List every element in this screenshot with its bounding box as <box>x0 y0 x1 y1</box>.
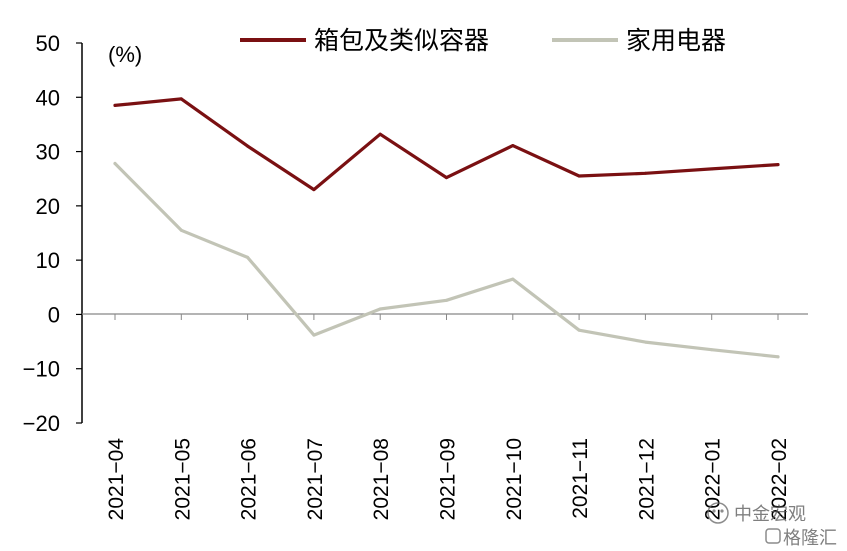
series-1-point <box>776 355 780 359</box>
legend-item-0: 箱包及类似容器 <box>240 26 489 55</box>
series-1-point <box>179 228 183 232</box>
series-1-point <box>246 255 250 259</box>
series-line-1 <box>113 161 780 359</box>
wechat-logo-icon <box>707 502 729 524</box>
series-0-point <box>445 176 448 180</box>
y-axis-ticks: 50 40 30 20 10 0 −10 −20 <box>23 31 82 436</box>
y-tick-label: 30 <box>36 140 60 165</box>
legend-label-0: 箱包及类似容器 <box>314 26 489 55</box>
legend: 箱包及类似容器 家用电器 <box>240 26 726 55</box>
y-tick-label: 40 <box>36 85 60 110</box>
x-tick-label: 2021−04 <box>105 438 128 521</box>
series-1-point <box>643 340 647 344</box>
series-1-point <box>378 307 382 311</box>
x-tick-label: 2021−10 <box>503 438 526 520</box>
y-tick-label: −20 <box>23 411 60 436</box>
series-1-point <box>577 328 581 332</box>
unit-label: (%) <box>108 42 142 67</box>
series-layer <box>113 97 780 359</box>
x-tick-label: 2021−05 <box>171 438 194 520</box>
x-tick-label: 2022−02 <box>768 438 791 520</box>
x-tick-label: 2021−09 <box>437 438 460 520</box>
x-tick-label: 2021−08 <box>370 438 393 520</box>
legend-item-1: 家用电器 <box>552 26 726 55</box>
y-tick-label: 0 <box>48 302 60 327</box>
x-tick-label: 2021−06 <box>238 438 261 520</box>
series-0-point <box>179 97 183 101</box>
x-tick-label: 2021−07 <box>304 438 327 520</box>
series-0-point <box>643 171 647 175</box>
series-0-point <box>577 174 581 178</box>
x-tick-label: 2021−12 <box>635 438 658 520</box>
series-0-point <box>113 103 117 107</box>
series-0-point <box>246 144 250 148</box>
series-0-point <box>312 188 316 192</box>
watermark: 中金宏观 格隆汇 <box>707 502 837 549</box>
y-tick-label: −10 <box>23 357 60 382</box>
x-tick-label: 2021−11 <box>569 438 592 519</box>
series-0-point <box>511 144 515 148</box>
series-line-0 <box>113 97 780 192</box>
series-1-point <box>445 298 448 302</box>
x-axis-ticks: 2021−04 2021−05 2021−06 2021−07 2021−08 2021−… <box>105 314 791 520</box>
watermark-line1: 中金宏观 <box>734 504 806 525</box>
y-tick-label: 50 <box>36 31 60 56</box>
x-tick-label: 2022−01 <box>702 438 725 520</box>
y-tick-label: 20 <box>36 194 60 219</box>
series-1-point <box>511 277 515 281</box>
series-1-point <box>710 348 714 352</box>
y-tick-label: 10 <box>36 248 60 273</box>
series-0-point <box>710 167 714 171</box>
legend-label-1: 家用电器 <box>626 26 726 55</box>
watermark-line2: 格隆汇 <box>783 528 837 549</box>
series-0-point <box>378 132 382 136</box>
series-1-point <box>113 162 117 166</box>
series-0-point <box>776 163 780 167</box>
series-1-point <box>312 333 316 337</box>
glh-logo-icon <box>765 528 781 544</box>
